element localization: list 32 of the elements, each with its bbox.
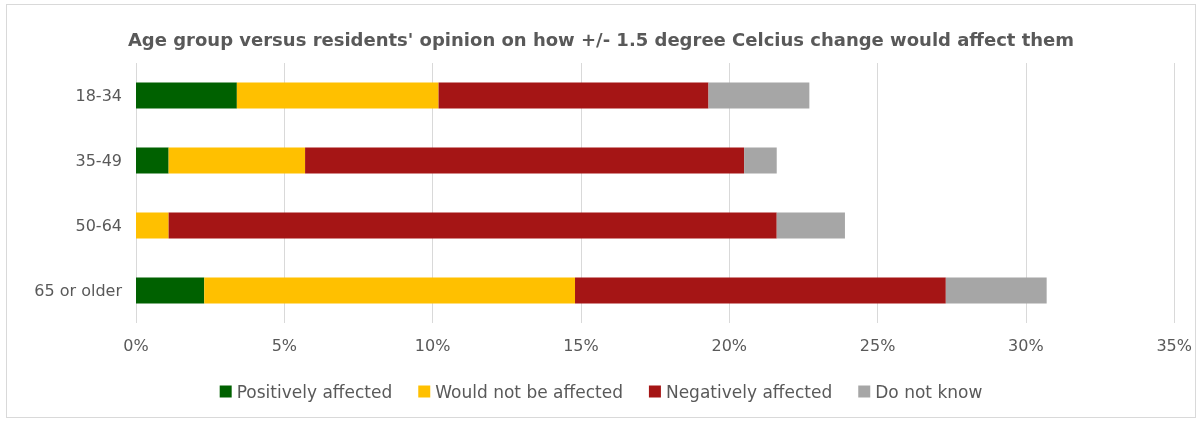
bar	[708, 82, 810, 109]
x-tick-label: 30%	[1008, 335, 1044, 355]
x-tick-label: 25%	[859, 335, 896, 355]
y-tick-label: 35-49	[75, 151, 122, 170]
bar	[168, 147, 306, 174]
bar	[305, 147, 745, 174]
x-tick-label: 35%	[1156, 335, 1192, 355]
chart-title: Age group versus residents' opinion on how +/- 1.5 degree Celcius change would affect them	[127, 28, 1075, 50]
bar	[744, 147, 777, 174]
legend-label: Would not be affected	[435, 381, 623, 402]
bar	[136, 277, 205, 304]
legend-label: Do not know	[875, 381, 983, 402]
bar	[204, 277, 576, 304]
x-tick-label: 5%	[271, 335, 298, 355]
bar	[438, 82, 709, 109]
legend-label: Positively affected	[236, 381, 393, 402]
bar	[136, 147, 169, 174]
x-tick-label: 20%	[711, 335, 748, 355]
x-tick-label: 15%	[563, 335, 599, 355]
bar	[168, 212, 777, 239]
y-tick-label: 65 or older	[34, 281, 123, 300]
bar	[776, 212, 845, 239]
y-tick-label: 50-64	[75, 216, 122, 235]
bar	[236, 82, 439, 109]
bar	[945, 277, 1047, 304]
y-tick-label: 18-34	[75, 86, 122, 105]
bar	[575, 277, 946, 304]
x-tick-label: 0%	[123, 335, 149, 355]
x-tick-label: 10%	[414, 335, 451, 355]
bar	[136, 82, 237, 109]
legend-label: Negatively affected	[665, 381, 833, 402]
bar	[136, 212, 169, 239]
